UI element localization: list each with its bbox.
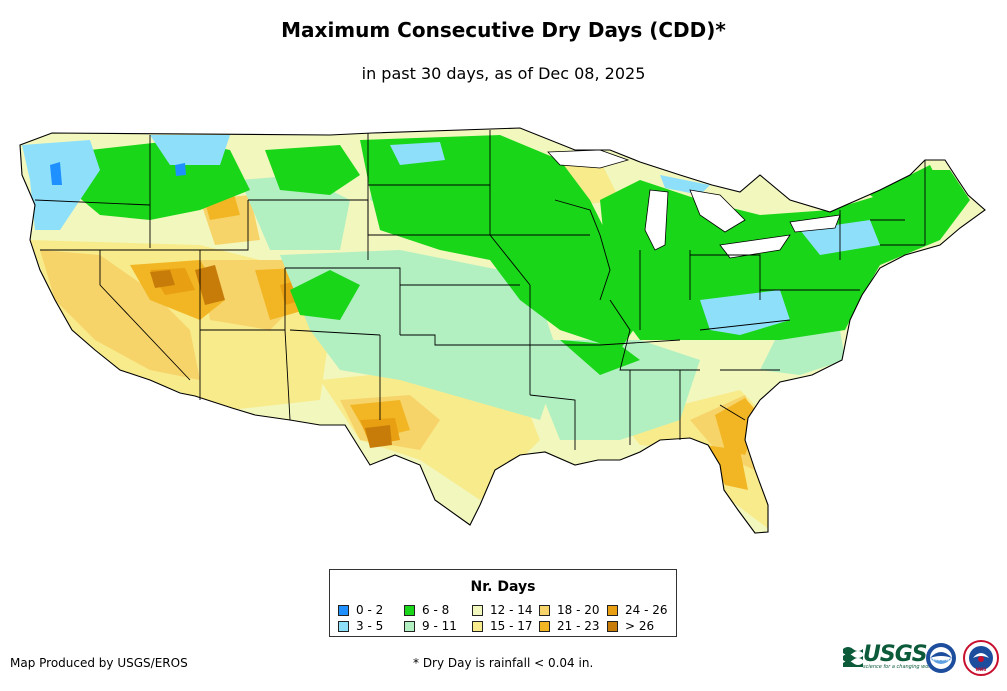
credit-text: Map Produced by USGS/EROS — [10, 656, 188, 670]
usgs-wave-icon — [843, 647, 863, 667]
legend-swatch — [472, 620, 483, 632]
nws-logo: NWS — [963, 640, 999, 680]
legend-swatch — [404, 604, 415, 616]
legend-label: 18 - 20 — [557, 603, 600, 617]
legend-swatch — [472, 604, 483, 616]
legend-item: 6 - 8 — [404, 603, 449, 617]
legend-swatch — [338, 604, 349, 616]
legend-item: 18 - 20 — [539, 603, 600, 617]
legend-label: 15 - 17 — [490, 619, 533, 633]
legend-label: 9 - 11 — [422, 619, 457, 633]
legend: Nr. Days 0 - 2 3 - 5 6 - 8 9 - 11 12 - 1… — [329, 569, 677, 637]
legend-item: 24 - 26 — [607, 603, 668, 617]
legend-item: 12 - 14 — [472, 603, 533, 617]
legend-label: > 26 — [625, 619, 655, 633]
nws-emblem-icon: NWS — [963, 640, 999, 676]
great-lakes — [547, 149, 841, 259]
legend-swatch — [539, 620, 550, 632]
legend-label: 3 - 5 — [356, 619, 384, 633]
usgs-tagline: science for a changing world — [863, 664, 935, 670]
usgs-wordmark: USGS — [863, 642, 928, 667]
usgs-logo: USGS science for a changing world — [843, 642, 935, 670]
legend-item: > 26 — [607, 619, 654, 633]
map-subtitle: in past 30 days, as of Dec 08, 2025 — [361, 64, 646, 83]
legend-label: 21 - 23 — [557, 619, 600, 633]
legend-item: 0 - 2 — [338, 603, 383, 617]
legend-swatch — [539, 604, 550, 616]
legend-item: 3 - 5 — [338, 619, 383, 633]
legend-item: 15 - 17 — [472, 619, 533, 633]
legend-swatch — [607, 620, 618, 632]
nws-text: NWS — [976, 667, 987, 672]
legend-title: Nr. Days — [470, 579, 536, 595]
noaa-emblem-icon: noaa — [926, 643, 956, 673]
noaa-text: noaa — [933, 656, 950, 663]
map-title: Maximum Consecutive Dry Days (CDD)* — [281, 18, 726, 42]
state-borders — [19, 127, 986, 534]
legend-item: 9 - 11 — [404, 619, 457, 633]
legend-label: 12 - 14 — [490, 603, 533, 617]
legend-swatch — [607, 604, 618, 616]
legend-swatch — [404, 620, 415, 632]
legend-label: 24 - 26 — [625, 603, 668, 617]
legend-label: 0 - 2 — [356, 603, 384, 617]
legend-item: 21 - 23 — [539, 619, 600, 633]
legend-swatch — [338, 620, 349, 632]
cdd-shading — [20, 128, 985, 533]
noaa-logo: noaa — [925, 642, 957, 678]
legend-label: 6 - 8 — [422, 603, 450, 617]
dry-day-footnote: * Dry Day is rainfall < 0.04 in. — [413, 656, 594, 670]
